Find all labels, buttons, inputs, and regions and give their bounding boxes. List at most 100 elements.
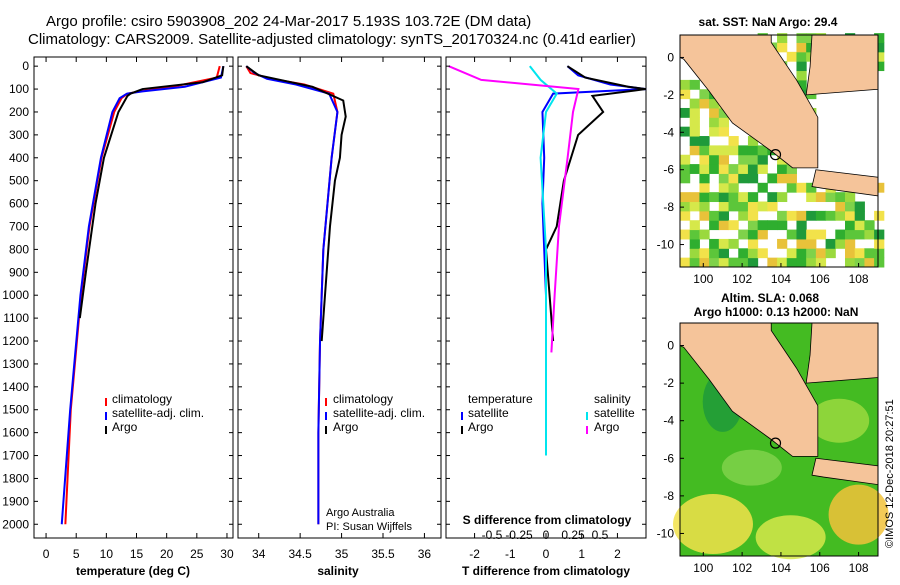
sst-cell <box>757 229 768 240</box>
salinity-diff-ticks: -0.5-0.2500.250.5 <box>482 528 609 542</box>
sst-cell <box>786 173 797 184</box>
sst-cell <box>699 154 710 165</box>
sst-cell <box>747 173 759 184</box>
map-y-tick-label: 0 <box>667 50 674 64</box>
sst-cell <box>796 51 807 62</box>
sst-cell <box>689 238 700 249</box>
sst-cell <box>718 117 730 128</box>
sst-cell <box>777 33 788 43</box>
sst-cell <box>718 126 730 137</box>
sst-cell <box>854 229 865 240</box>
temperature-panel: 0 5 10 15 20 25 30 temperature (deg C) climato… <box>33 56 234 578</box>
sst-cell <box>680 201 691 212</box>
sst-cell <box>728 257 739 268</box>
sst-cell <box>689 257 700 268</box>
map-y-tick-label: 0 <box>667 339 674 353</box>
sst-cell <box>738 164 749 174</box>
s-tick-label: 0.25 <box>561 528 585 542</box>
sst-cell <box>796 210 807 221</box>
depth-tick-label: 1800 <box>2 471 29 485</box>
sst-cell <box>825 248 836 259</box>
map-y-tick-label: -10 <box>657 526 675 540</box>
sst-cell <box>699 229 710 240</box>
map-x-tick-label: 102 <box>732 272 752 286</box>
sst-cell <box>747 154 759 165</box>
sst-cell <box>699 98 710 109</box>
temperature-frame <box>33 56 234 539</box>
map-y-tick-label: -8 <box>663 200 674 214</box>
sst-cell <box>806 229 817 240</box>
sst-cell <box>699 145 710 156</box>
temperature-lines <box>60 65 225 525</box>
sst-cell <box>709 257 720 268</box>
x-tick-label: 30 <box>220 547 234 561</box>
depth-axis-labels: 0 100 200 300 400 500 600 700 800 900 1000 1100 1200… <box>2 59 29 531</box>
sst-cell <box>767 220 778 231</box>
sla-map-title1: Altim. SLA: 0.068 <box>721 291 819 305</box>
x-tick-label: 25 <box>190 547 204 561</box>
sst-cell <box>747 164 759 174</box>
sst-cell <box>680 79 691 90</box>
sst-cell <box>786 257 797 268</box>
map-y-tick-label: -4 <box>663 414 674 428</box>
sst-cell <box>738 154 749 165</box>
sst-cell <box>709 98 720 109</box>
map-x-tick-label: 100 <box>693 561 713 575</box>
sst-cell <box>757 164 768 174</box>
sst-cell <box>699 136 710 146</box>
depth-tick-label: 1200 <box>2 334 29 348</box>
sst-cell <box>796 182 807 193</box>
map-x-tick-label: 106 <box>810 561 830 575</box>
sst-cell <box>854 201 865 212</box>
sst-cell <box>718 220 730 231</box>
depth-tick-label: 600 <box>9 197 29 211</box>
temperature-line-Argo <box>78 66 225 319</box>
sla-map-body <box>673 322 889 560</box>
sst-cell <box>874 42 885 53</box>
sst-cell <box>738 145 749 156</box>
s-tick-label: -0.25 <box>505 528 533 542</box>
sst-cell <box>835 192 846 203</box>
map-y-tick-label: -6 <box>663 163 674 177</box>
depth-tick-label: 1100 <box>3 311 29 325</box>
sst-cell <box>854 257 865 268</box>
legend-label-satellite: satellite-adj. clim. <box>112 406 204 420</box>
sst-cell <box>728 220 739 231</box>
sst-cell <box>689 126 700 137</box>
sst-cell <box>718 201 730 212</box>
salinity-line-Argo <box>245 65 347 342</box>
sst-cell <box>747 201 759 212</box>
depth-tick-label: 800 <box>9 242 29 256</box>
sst-cell <box>757 154 768 165</box>
sst-cell <box>815 229 827 240</box>
map-y-tick-label: -10 <box>657 238 675 252</box>
header-line2: Climatology: CARS2009. Satellite-adjuste… <box>28 31 636 48</box>
temperature-ticks: 0 5 10 15 20 25 30 <box>34 57 234 561</box>
legend-label-climatology: climatology <box>112 392 172 406</box>
sst-cell <box>874 238 885 249</box>
sst-cell <box>718 238 730 249</box>
sst-cell <box>680 210 691 221</box>
map-frame <box>679 34 879 268</box>
sst-cell <box>728 182 739 193</box>
sst-cell <box>777 238 788 249</box>
sst-cell <box>689 117 700 128</box>
sst-cell <box>796 33 807 43</box>
sst-cell <box>699 164 710 174</box>
sst-cell <box>864 248 875 259</box>
legend-label-temp-argo: Argo <box>468 420 494 434</box>
sst-cell <box>874 257 885 268</box>
sst-cell <box>689 136 700 146</box>
s-difference-label: S difference from climatology <box>463 513 632 527</box>
sst-cell <box>767 192 778 203</box>
sst-cell <box>680 229 691 240</box>
depth-tick-label: 500 <box>9 174 29 188</box>
sst-cell <box>738 248 749 259</box>
sst-cell <box>680 107 691 118</box>
sst-cell <box>845 257 856 268</box>
diff-line-salinity-satellite <box>529 65 559 456</box>
sst-cell <box>874 229 885 240</box>
sst-cell <box>699 89 710 100</box>
sst-cell <box>806 248 817 259</box>
